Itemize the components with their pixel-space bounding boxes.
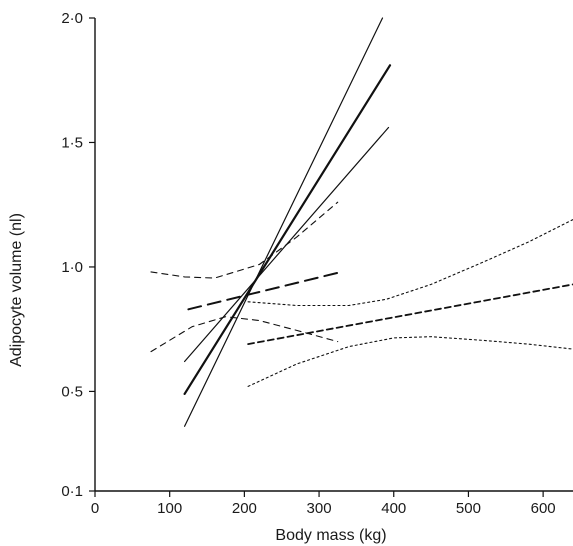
y-tick-label: 1·5	[61, 134, 83, 151]
series-line-8	[247, 219, 573, 307]
series-layer	[150, 17, 573, 427]
x-axis-label: Body mass (kg)	[275, 527, 386, 544]
x-tick-label: 600	[531, 500, 556, 517]
x-tick-label: 200	[232, 500, 257, 517]
y-tick-label: 0·1	[61, 483, 83, 500]
y-tick-label: 1·0	[61, 259, 83, 276]
x-tick-label: 100	[157, 500, 182, 517]
y-tick-label: 2·0	[61, 10, 83, 27]
series-line-9	[247, 336, 573, 387]
x-tick-label: 400	[381, 500, 406, 517]
series-line-1	[183, 64, 392, 395]
x-tick-label: 500	[456, 500, 481, 517]
y-tick-label: 0·5	[61, 383, 83, 400]
series-line-7	[247, 283, 573, 346]
series-line-5	[150, 201, 339, 279]
series-line-6	[150, 316, 339, 353]
x-tick-label: 300	[307, 500, 332, 517]
y-axis-label: Adipocyte volume (nl)	[8, 213, 25, 367]
series-line-2	[184, 17, 384, 427]
series-line-4	[187, 270, 343, 311]
x-tick-label: 0	[91, 500, 99, 517]
axes-layer: 0 100 200 300 400 500 600 0·1 0·5 1·0 1·5 2·0	[61, 10, 573, 517]
